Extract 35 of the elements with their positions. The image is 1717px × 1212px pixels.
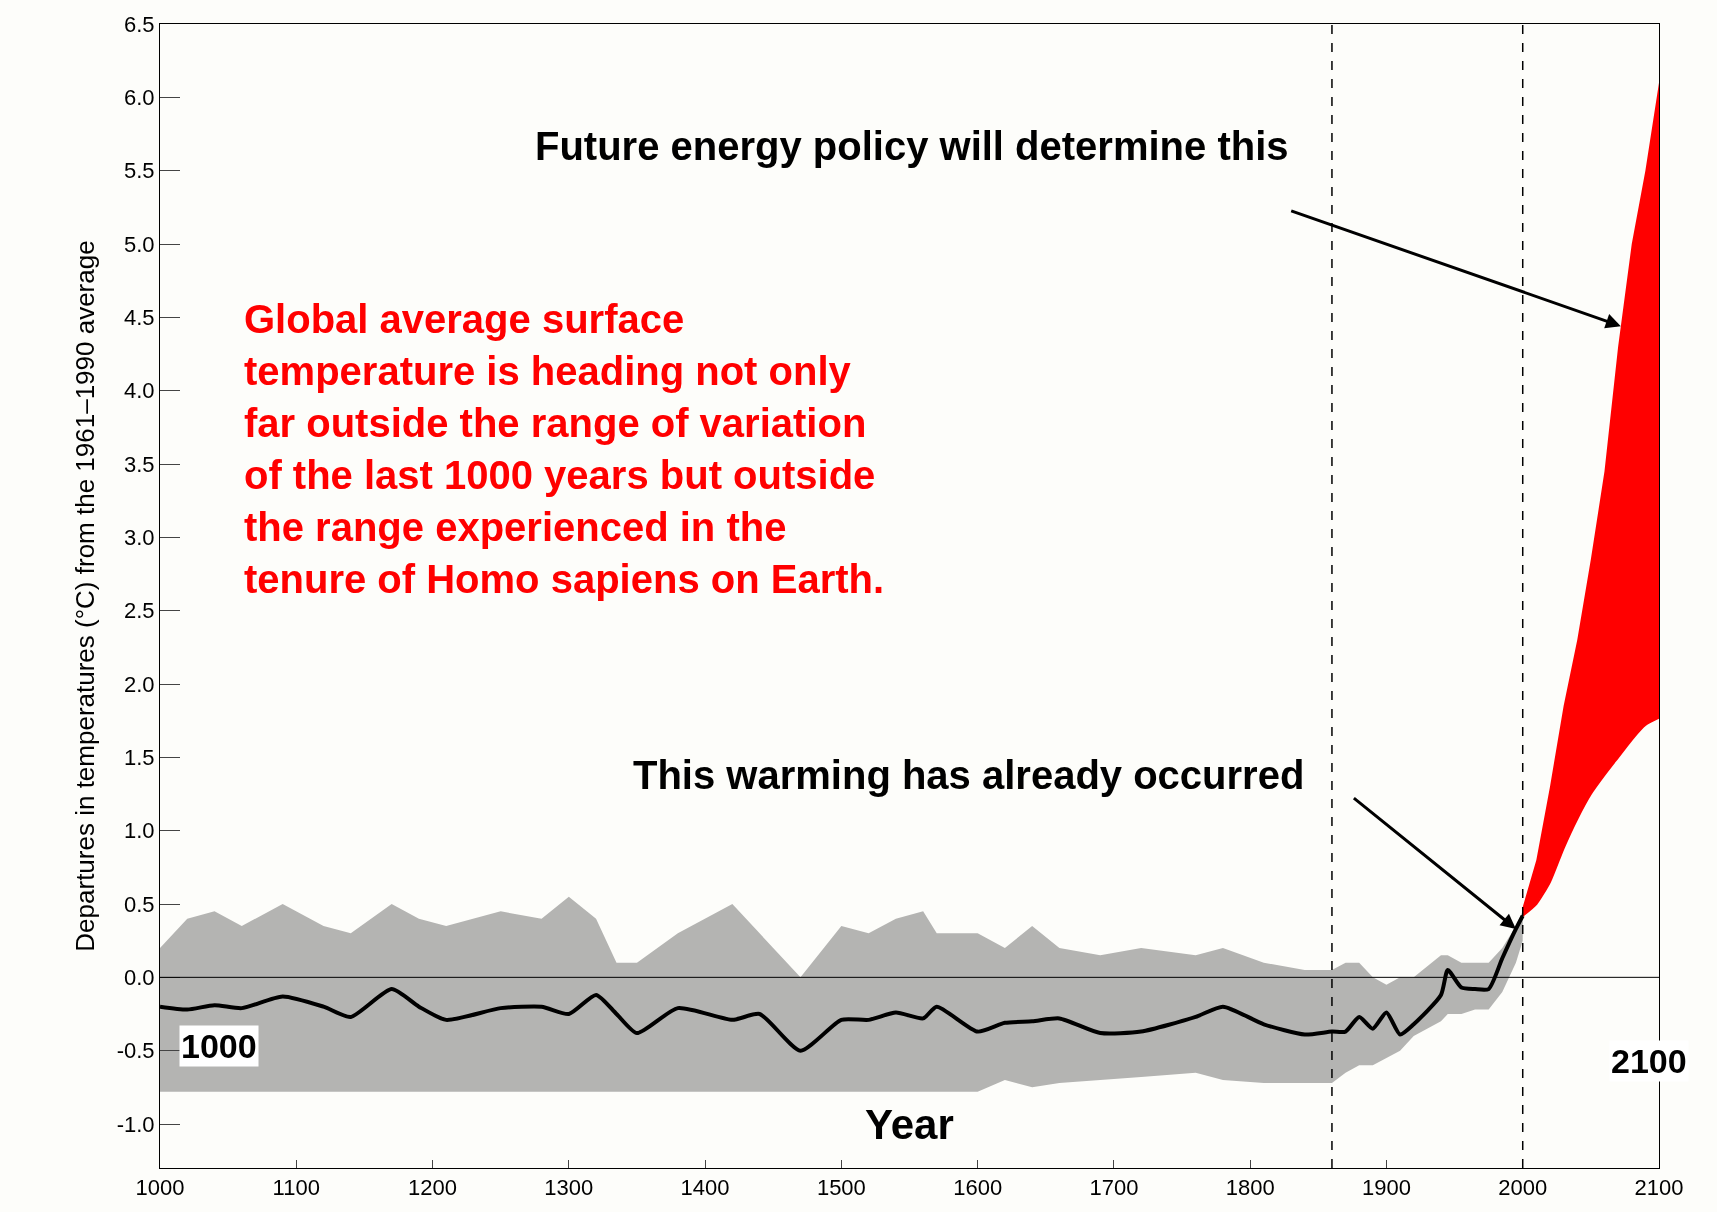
- x-tick-label: 1700: [1089, 1175, 1139, 1201]
- x-tick-label: 2000: [1498, 1175, 1548, 1201]
- y-tick-label: 1.5: [124, 745, 155, 771]
- y-axis-title: Departures in temperatures (°C) from the 1961–1990 average: [70, 240, 101, 952]
- annotation: Future energy policy will determine this: [535, 124, 1289, 168]
- x-axis-title: Year: [865, 1101, 954, 1148]
- x-tick-label: 1200: [408, 1175, 458, 1201]
- y-tick-label: 3.5: [124, 451, 155, 477]
- y-tick-label: 4.5: [124, 305, 155, 331]
- y-tick-label: 2.0: [124, 671, 155, 697]
- x-tick-label: 1100: [272, 1175, 320, 1201]
- y-tick-label: 1.0: [124, 818, 155, 844]
- x-tick-label: 1000: [135, 1175, 185, 1201]
- y-tick-label: 5.0: [124, 231, 155, 257]
- y-tick-label: 0.0: [124, 965, 155, 991]
- x-tick-label: 1400: [680, 1175, 730, 1201]
- x-tick-label: 2100: [1634, 1175, 1684, 1201]
- y-tick-label: -0.5: [116, 1038, 155, 1064]
- x-tick-label: 1500: [816, 1175, 866, 1201]
- y-tick-label: 4.0: [124, 378, 155, 404]
- y-tick-label: -1.0: [116, 1111, 155, 1137]
- x-tick-label: 1600: [953, 1175, 1003, 1201]
- y-tick-label: 0.5: [124, 891, 155, 917]
- y-tick-label: 3.0: [124, 525, 155, 551]
- y-tick-label: 6.5: [124, 11, 155, 37]
- y-tick-label: 6.0: [124, 85, 155, 111]
- y-tick-label: 2.5: [124, 598, 155, 624]
- annotation: 2100: [1611, 1042, 1687, 1080]
- annotation: 1000: [181, 1027, 257, 1065]
- x-tick-label: 1300: [544, 1175, 594, 1201]
- x-tick-label: 1900: [1361, 1175, 1411, 1201]
- x-tick-label: 1800: [1225, 1175, 1275, 1201]
- y-tick-label: 5.5: [124, 158, 155, 184]
- annotation: Global average surface temperature is heading not only far outside the range of variation of the last 1000 years but outside the range experienced in the tenure of Homo sapiens on Earth.: [244, 297, 885, 601]
- annotation: This warming has already occurred: [633, 753, 1305, 797]
